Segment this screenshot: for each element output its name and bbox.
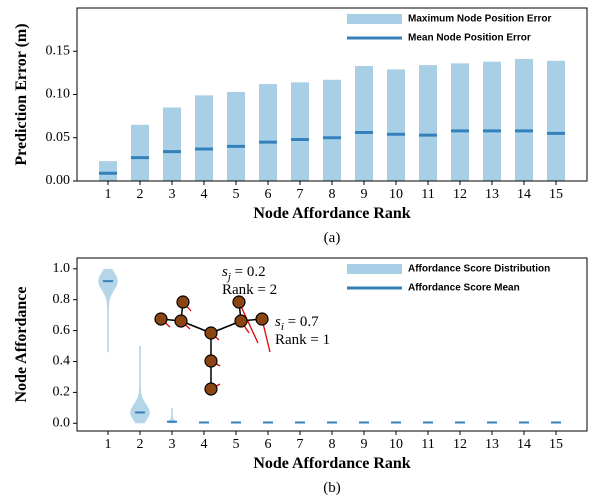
x-tick-label: 12 <box>453 187 467 202</box>
legend-swatch <box>347 264 402 274</box>
violin <box>98 268 118 353</box>
x-axis-label: Node Affordance Rank <box>253 455 410 472</box>
x-tick-label: 8 <box>329 187 336 202</box>
x-tick-label: 15 <box>549 437 563 452</box>
bar <box>547 60 565 181</box>
annotation: sj = 0.2 <box>222 264 266 283</box>
x-tick-label: 7 <box>297 437 304 452</box>
bar <box>259 84 277 181</box>
x-tick-label: 14 <box>517 437 531 452</box>
y-tick-label: 0.10 <box>46 87 71 102</box>
bar <box>419 65 437 181</box>
annotation-symbol: s <box>275 314 281 330</box>
violin <box>167 407 177 424</box>
annotation-rank: Rank = 2 <box>222 282 277 298</box>
x-tick-label: 5 <box>233 437 240 452</box>
legend-label: Mean Node Position Error <box>408 33 531 44</box>
bar <box>163 107 181 181</box>
x-tick-label: 15 <box>549 187 563 202</box>
bar <box>483 61 501 181</box>
legend-swatch <box>347 14 402 24</box>
legend-label: Maximum Node Position Error <box>408 14 551 25</box>
x-tick-label: 5 <box>233 187 240 202</box>
x-tick-label: 11 <box>421 187 434 202</box>
y-tick-label: 0.4 <box>53 354 71 369</box>
x-tick-label: 14 <box>517 187 531 202</box>
violin <box>130 346 150 424</box>
y-tick-label: 0.00 <box>46 173 71 188</box>
x-tick-label: 13 <box>485 187 499 202</box>
x-tick-label: 9 <box>361 187 368 202</box>
caption: (a) <box>324 230 341 246</box>
x-tick-label: 9 <box>361 437 368 452</box>
bar <box>195 95 213 181</box>
annotation-eq: = 0.7 <box>284 314 319 330</box>
x-tick-label: 12 <box>453 437 467 452</box>
annotation-rank: Rank = 1 <box>275 332 330 348</box>
graph-illustration <box>154 295 271 396</box>
bar <box>355 65 373 181</box>
y-tick-label: 0.2 <box>53 385 71 400</box>
bar <box>323 79 341 181</box>
legend-label: Affordance Score Distribution <box>408 264 550 275</box>
bar <box>99 161 117 181</box>
bar <box>515 59 533 181</box>
y-tick-label: 0.6 <box>53 323 71 338</box>
y-tick-label: 0.05 <box>46 130 71 145</box>
x-tick-label: 8 <box>329 437 336 452</box>
bar <box>387 69 405 181</box>
bar <box>227 91 245 181</box>
x-tick-label: 6 <box>265 437 272 452</box>
annotation-sub: j <box>226 271 231 283</box>
annotation-sub: i <box>281 321 284 333</box>
caption: (b) <box>323 480 341 496</box>
x-tick-label: 3 <box>169 437 176 452</box>
bar <box>291 82 309 181</box>
x-tick-label: 6 <box>265 187 272 202</box>
x-tick-label: 1 <box>105 437 112 452</box>
bar <box>131 124 149 181</box>
x-tick-label: 1 <box>105 187 112 202</box>
axes-frame <box>76 7 588 182</box>
axes-frame <box>76 257 588 432</box>
y-tick-label: 1.0 <box>53 261 71 276</box>
x-tick-label: 4 <box>201 187 208 202</box>
legend-label: Affordance Score Mean <box>408 283 520 294</box>
annotation-eq: = 0.2 <box>231 264 266 280</box>
x-axis-label: Node Affordance Rank <box>253 205 410 222</box>
y-tick-label: 0.15 <box>46 43 71 58</box>
x-tick-label: 3 <box>169 187 176 202</box>
x-tick-label: 7 <box>297 187 304 202</box>
x-tick-label: 10 <box>389 187 403 202</box>
x-tick-label: 2 <box>137 187 144 202</box>
y-tick-label: 0.0 <box>53 415 71 430</box>
x-tick-label: 2 <box>137 437 144 452</box>
annotation-symbol: s <box>222 264 228 280</box>
x-tick-label: 13 <box>485 437 499 452</box>
annotation: si = 0.7 <box>275 314 319 333</box>
x-tick-label: 4 <box>201 437 208 452</box>
x-tick-label: 11 <box>421 437 434 452</box>
y-axis-label: Prediction Error (m) <box>13 23 30 165</box>
y-tick-label: 0.8 <box>53 292 71 307</box>
bar <box>451 63 469 181</box>
x-tick-label: 10 <box>389 437 403 452</box>
y-axis-label: Node Affordance <box>13 287 30 403</box>
